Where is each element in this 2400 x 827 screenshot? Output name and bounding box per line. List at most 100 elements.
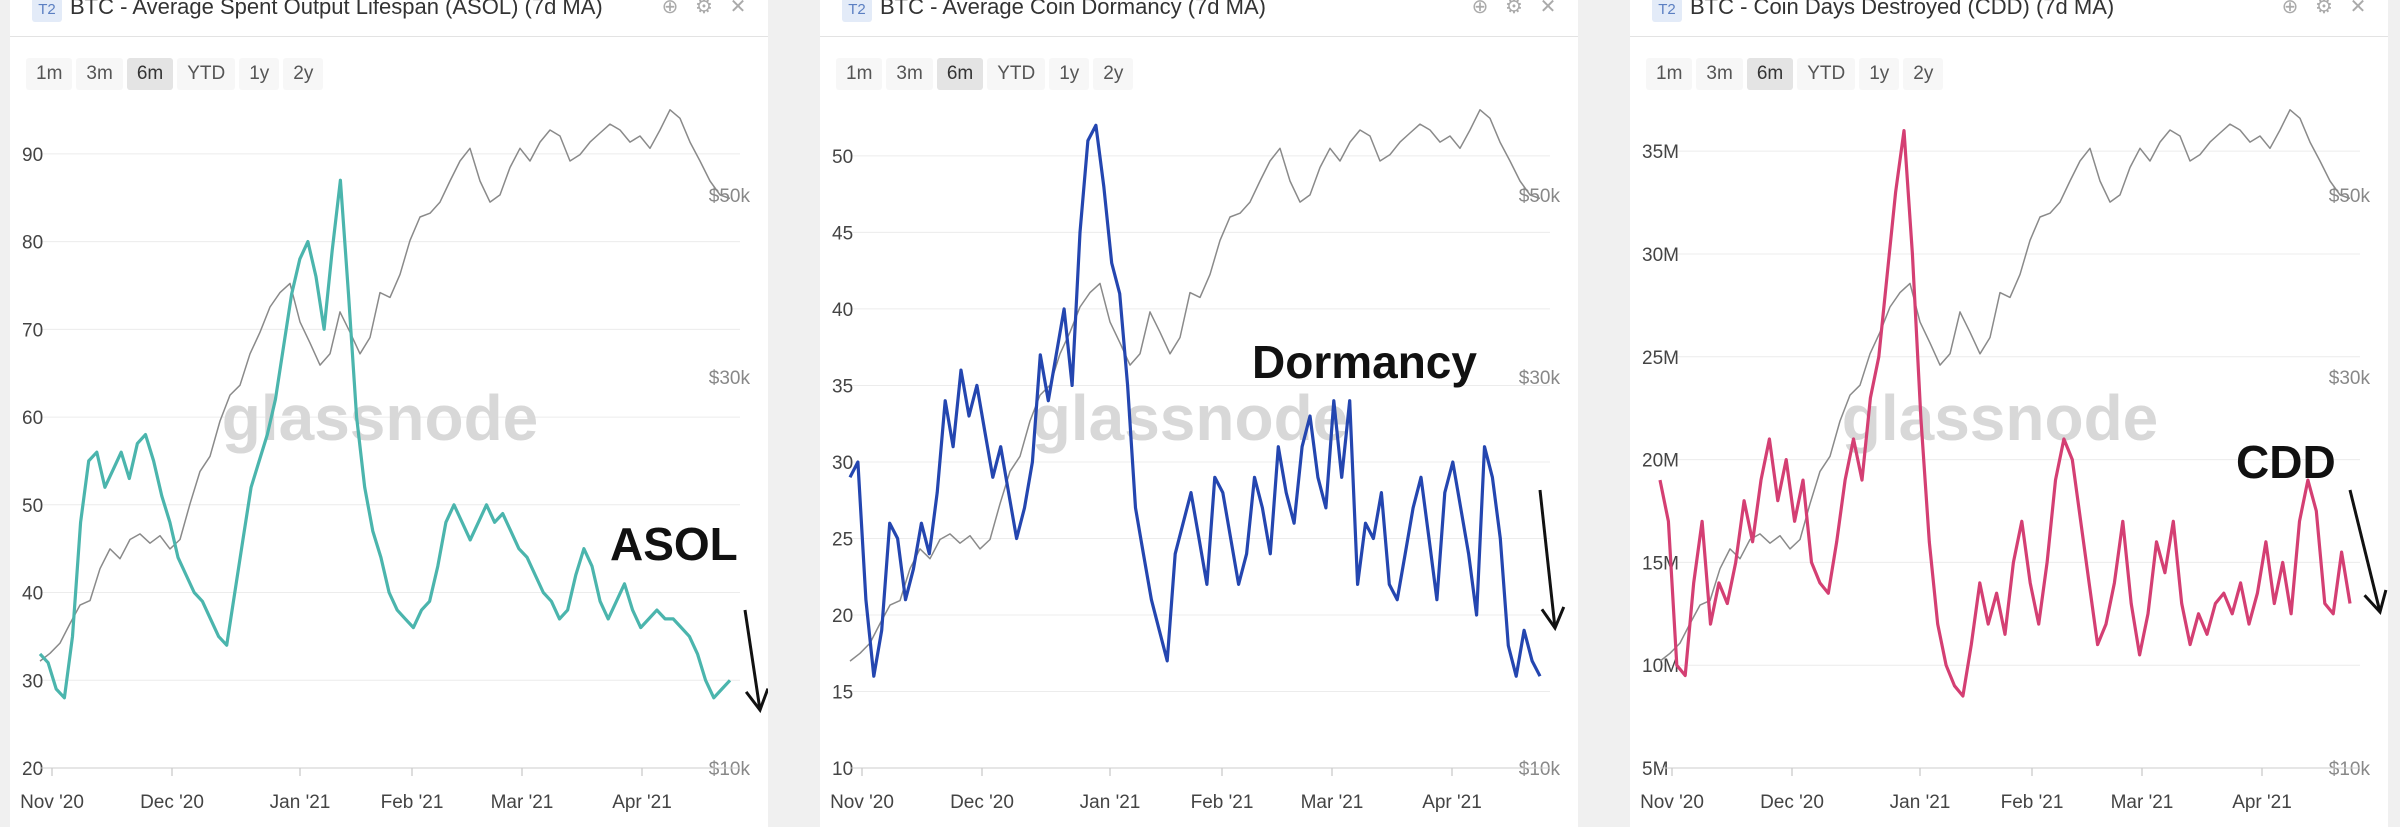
header-actions: ⊕ ⚙ ✕	[1470, 0, 1558, 19]
watermark: glassnode	[222, 382, 539, 454]
annotation-arrow	[743, 609, 762, 711]
range-button-1m[interactable]: 1m	[1646, 58, 1693, 90]
chart-title: BTC - Coin Days Destroyed (CDD) (7d MA)	[1690, 0, 2115, 19]
x-tick-label: Dec '20	[1760, 792, 1824, 813]
x-tick-label: Jan '21	[1890, 792, 1951, 813]
range-button-1m[interactable]: 1m	[26, 58, 73, 90]
range-button-3m[interactable]: 3m	[886, 58, 933, 90]
y-tick-label: 20	[832, 606, 853, 627]
panel-header: T2 BTC - Average Spent Output Lifespan (A…	[10, 0, 768, 37]
price-axis-label: $50k	[709, 186, 751, 207]
range-button-1y[interactable]: 1y	[239, 58, 280, 90]
series-line-asol	[38, 178, 732, 700]
chart-panel-cdd: T2 BTC - Coin Days Destroyed (CDD) (7d MA…	[1630, 0, 2388, 827]
x-tick-label: Dec '20	[140, 792, 204, 813]
range-button-1m[interactable]: 1m	[836, 58, 883, 90]
x-tick-label: Apr '21	[612, 792, 672, 813]
chart-svg: 10 15 20 25 30 35 40 45 50 glassnode $50k $30k $10k N…	[830, 109, 1566, 813]
price-axis-label: $30k	[2329, 368, 2371, 389]
header-actions: ⊕ ⚙ ✕	[660, 0, 748, 19]
zoom-icon[interactable]: ⊕	[2281, 0, 2299, 18]
chart-title: BTC - Average Spent Output Lifespan (ASO…	[70, 0, 603, 19]
range-button-6m[interactable]: 6m	[126, 58, 174, 90]
panel-header: T2 BTC - Coin Days Destroyed (CDD) (7d MA…	[1630, 0, 2388, 37]
tier-badge: T2	[1652, 0, 1682, 22]
tier-badge: T2	[32, 0, 62, 22]
range-button-ytd[interactable]: YTD	[177, 58, 236, 90]
x-tick-label: Feb '21	[381, 792, 444, 813]
gridlines	[40, 153, 740, 769]
x-tick-label: Feb '21	[1191, 792, 1254, 813]
close-icon[interactable]: ✕	[729, 0, 747, 18]
gear-icon[interactable]: ⚙	[2315, 0, 2333, 18]
range-button-ytd[interactable]: YTD	[987, 58, 1046, 90]
price-axis-label: $10k	[1519, 759, 1561, 780]
annotation-arrowhead	[744, 688, 768, 714]
y-tick-label: 80	[22, 233, 43, 254]
watermark: glassnode	[1032, 382, 1349, 454]
y-tick-label: 40	[22, 584, 43, 605]
annotation-label: CDD	[2236, 436, 2336, 488]
price-axis-label: $10k	[709, 759, 751, 780]
close-icon[interactable]: ✕	[1539, 0, 1557, 18]
price-axis-label: $30k	[709, 368, 751, 389]
range-button-6m[interactable]: 6m	[936, 58, 984, 90]
annotation-arrow	[2348, 489, 2382, 613]
range-button-2y[interactable]: 2y	[1903, 58, 1944, 90]
range-selector: 1m 3m 6m YTD 1y 2y	[1646, 58, 1944, 90]
y-tick-label: 20	[22, 759, 43, 780]
chart-svg: 5M 10M 15M 20M 25M 30M 35M glassnode $50k $30k $10…	[1640, 109, 2388, 813]
annotation-label: Dormancy	[1252, 336, 1477, 388]
y-tick-label: 30M	[1642, 245, 1679, 266]
y-tick-label: 20M	[1642, 451, 1679, 472]
chart-panel-asol: T2 BTC - Average Spent Output Lifespan (A…	[10, 0, 768, 827]
range-button-3m[interactable]: 3m	[1696, 58, 1743, 90]
x-tick-label: Mar '21	[1301, 792, 1364, 813]
y-tick-label: 70	[22, 320, 43, 341]
header-actions: ⊕ ⚙ ✕	[2280, 0, 2368, 19]
y-tick-label: 15M	[1642, 553, 1679, 574]
x-tick-label: Nov '20	[20, 792, 84, 813]
y-tick-label: 30	[832, 453, 853, 474]
zoom-icon[interactable]: ⊕	[1471, 0, 1489, 18]
annotation-arrow	[1538, 489, 1557, 629]
annotation-arrowhead	[2363, 589, 2388, 616]
price-axis-label: $10k	[2329, 759, 2371, 780]
price-axis-label: $50k	[1519, 186, 1561, 207]
price-axis-label: $30k	[1519, 368, 1561, 389]
zoom-icon[interactable]: ⊕	[661, 0, 679, 18]
range-button-3m[interactable]: 3m	[76, 58, 123, 90]
y-tick-label: 25	[832, 529, 853, 550]
range-button-6m[interactable]: 6m	[1746, 58, 1794, 90]
chart-panel-dormancy: T2 BTC - Average Coin Dormancy (7d MA) ⊕ ⚙ ✕…	[820, 0, 1578, 827]
series-line-price	[849, 109, 1541, 662]
y-tick-label: 10M	[1642, 656, 1679, 677]
panel-header: T2 BTC - Average Coin Dormancy (7d MA) ⊕ ⚙ ✕	[820, 0, 1578, 37]
price-axis-label: $50k	[2329, 186, 2371, 207]
chart-title: BTC - Average Coin Dormancy (7d MA)	[880, 0, 1266, 19]
tier-badge: T2	[842, 0, 872, 22]
gear-icon[interactable]: ⚙	[695, 0, 713, 18]
range-button-2y[interactable]: 2y	[283, 58, 324, 90]
range-selector: 1m 3m 6m YTD 1y 2y	[836, 58, 1134, 90]
x-tick-label: Mar '21	[491, 792, 554, 813]
watermark: glassnode	[1842, 382, 2159, 454]
series-line-price	[1659, 109, 2351, 662]
range-button-ytd[interactable]: YTD	[1797, 58, 1856, 90]
gridlines	[850, 155, 1550, 769]
annotation-arrowhead	[1540, 606, 1566, 632]
y-tick-label: 90	[22, 145, 43, 166]
range-button-2y[interactable]: 2y	[1093, 58, 1134, 90]
gear-icon[interactable]: ⚙	[1505, 0, 1523, 18]
annotation-label: ASOL	[610, 518, 738, 570]
x-tick-label: Apr '21	[1422, 792, 1482, 813]
range-button-1y[interactable]: 1y	[1049, 58, 1090, 90]
range-button-1y[interactable]: 1y	[1859, 58, 1900, 90]
close-icon[interactable]: ✕	[2349, 0, 2367, 18]
y-tick-label: 40	[832, 300, 853, 321]
x-tick-label: Feb '21	[2001, 792, 2064, 813]
x-tick-label: Jan '21	[1080, 792, 1141, 813]
x-tick-label: Mar '21	[2111, 792, 2174, 813]
y-tick-label: 25M	[1642, 348, 1679, 369]
x-tick-label: Jan '21	[270, 792, 331, 813]
